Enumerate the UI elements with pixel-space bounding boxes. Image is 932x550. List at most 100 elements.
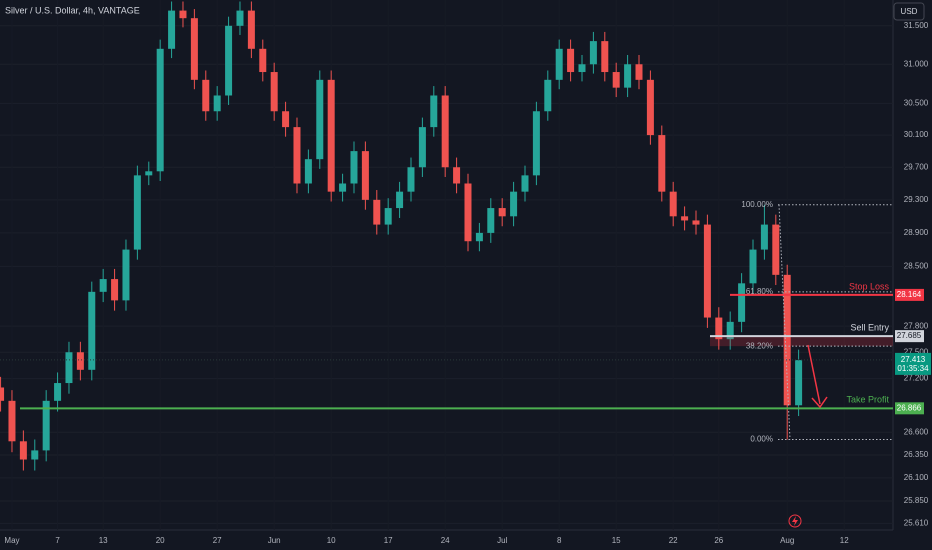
candle-body — [111, 279, 119, 301]
x-tick-label: 24 — [441, 536, 450, 545]
y-tick-label: 29.300 — [904, 195, 929, 204]
candle-body — [327, 79, 335, 192]
candle-body — [88, 291, 96, 370]
candle-body — [99, 279, 107, 292]
candle-body — [168, 10, 176, 49]
last-price-badge — [895, 352, 931, 375]
candle-body — [441, 95, 449, 168]
flash-icon[interactable] — [788, 514, 802, 528]
candle-body — [464, 183, 472, 242]
x-tick-label: May — [4, 536, 19, 545]
x-tick-label: 17 — [384, 536, 393, 545]
x-tick-label: 7 — [55, 536, 60, 545]
y-tick-label: 31.000 — [904, 59, 929, 68]
fib-label: 0.00% — [750, 435, 773, 444]
x-tick-label: Jul — [497, 536, 507, 545]
candle-body — [396, 191, 404, 209]
y-tick-label: 26.100 — [904, 473, 929, 482]
level-price: 26.866 — [897, 403, 922, 412]
candle-body — [601, 41, 609, 73]
candle-body — [350, 151, 358, 184]
fib-label: 100.00% — [741, 200, 773, 209]
y-tick-label: 27.200 — [904, 374, 929, 383]
candle-body — [282, 111, 290, 128]
candle-body — [703, 224, 711, 318]
x-tick-label: 22 — [669, 536, 678, 545]
last-price-label: 27.413 — [901, 355, 926, 364]
candle-body — [475, 232, 483, 242]
candle-body — [316, 79, 324, 160]
y-tick-label: 30.100 — [904, 130, 929, 139]
candle-body — [54, 383, 62, 401]
candle-body — [532, 111, 540, 176]
level-badge — [895, 288, 924, 301]
level-name: Sell Entry — [850, 323, 889, 333]
y-tick-label: 25.850 — [904, 496, 929, 505]
candle-body — [624, 64, 632, 88]
x-tick-label: 10 — [327, 536, 336, 545]
candle-body — [361, 151, 369, 200]
candle-body — [681, 216, 689, 221]
candle-body — [190, 18, 198, 80]
candle-body — [635, 64, 643, 80]
level-name: Take Profit — [846, 395, 889, 405]
candle-body — [293, 127, 301, 184]
candle-body — [726, 321, 734, 340]
candle-body — [783, 274, 791, 406]
candle-body — [373, 199, 381, 225]
candle-body — [578, 64, 586, 73]
countdown-label: 01:35:34 — [897, 364, 929, 373]
arrow-head — [811, 396, 828, 409]
candle-body — [76, 352, 84, 370]
candle-body — [122, 249, 130, 301]
candle-body — [213, 95, 221, 112]
x-tick-label: 20 — [156, 536, 165, 545]
currency-button[interactable] — [893, 2, 925, 21]
candle-body — [339, 183, 347, 192]
candle-body — [555, 48, 563, 80]
candle-body — [646, 79, 654, 136]
candle-body — [304, 159, 312, 184]
candle-body — [418, 127, 426, 168]
candle-body — [692, 220, 700, 225]
candle-body — [760, 224, 768, 250]
candle-body — [430, 95, 438, 128]
fib-label: 61.80% — [746, 287, 773, 296]
candle-body — [145, 171, 153, 176]
y-tick-label: 25.610 — [904, 519, 929, 528]
x-tick-label: 13 — [99, 536, 108, 545]
candle-body — [179, 10, 187, 19]
sell-zone — [710, 336, 893, 347]
y-tick-label: 26.350 — [904, 450, 929, 459]
x-tick-label: Aug — [780, 536, 794, 545]
candle-body — [510, 191, 518, 217]
candle-body — [384, 208, 392, 225]
y-tick-label: 31.500 — [904, 21, 929, 30]
candle-body — [453, 167, 461, 184]
candle-body — [225, 25, 233, 96]
candle-body — [738, 283, 746, 322]
candle-body — [19, 441, 27, 460]
level-price: 27.685 — [897, 331, 922, 340]
level-name: Stop Loss — [849, 281, 890, 291]
candle-body — [133, 175, 141, 250]
candle-body — [521, 175, 529, 192]
candle-body — [544, 79, 552, 112]
y-tick-label: 29.700 — [904, 162, 929, 171]
arrow — [807, 344, 821, 405]
candle-body — [0, 387, 5, 401]
candle-body — [589, 41, 597, 65]
level-badge — [895, 402, 924, 415]
candle-body — [749, 249, 757, 284]
candle-body — [498, 208, 506, 217]
x-tick-label: 26 — [714, 536, 723, 545]
x-tick-label: 27 — [213, 536, 222, 545]
candle-body — [772, 224, 780, 275]
candle-body — [42, 400, 50, 451]
y-tick-label: 26.600 — [904, 427, 929, 436]
candle-body — [487, 208, 495, 233]
